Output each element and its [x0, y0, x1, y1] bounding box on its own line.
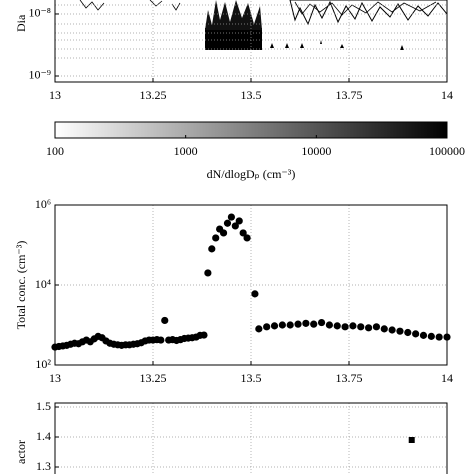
colorbar	[54, 121, 448, 139]
marker	[325, 321, 333, 329]
marker	[341, 323, 349, 331]
x-tick-label: 13.5	[241, 88, 262, 102]
marker	[302, 319, 310, 327]
marker	[408, 437, 415, 443]
x-tick-label: 100000	[429, 144, 465, 158]
marker	[396, 327, 404, 335]
marker	[243, 234, 251, 242]
marker	[219, 229, 228, 237]
marker	[349, 322, 357, 330]
x-tick-label: 13.75	[336, 88, 363, 102]
marker	[372, 323, 381, 331]
y-axis-label: actor	[14, 440, 28, 464]
marker	[270, 322, 279, 330]
y-tick-label: 10²	[35, 357, 51, 371]
marker	[235, 217, 243, 225]
marker	[255, 325, 263, 333]
marker	[263, 323, 271, 331]
marker	[412, 330, 420, 338]
marker	[157, 336, 165, 344]
marker	[286, 321, 294, 329]
x-tick-label: 1000	[174, 144, 198, 158]
marker	[231, 222, 239, 230]
x-tick-label: 13.75	[336, 371, 363, 385]
x-tick-label: 13.25	[140, 88, 167, 102]
colorbar-label: dN/dlogDₚ (cm⁻³)	[207, 167, 296, 181]
y-tick-label: 1.5	[36, 399, 51, 413]
axes-frame	[54, 204, 448, 366]
axes-frame	[54, 402, 448, 474]
x-tick-label: 10000	[301, 144, 331, 158]
marker	[223, 219, 232, 227]
marker	[310, 320, 318, 328]
marker	[294, 320, 302, 328]
marker	[212, 234, 220, 242]
y-axis-label: Total conc. (cm⁻³)	[14, 241, 28, 330]
marker	[365, 324, 373, 332]
y-axis-label: Dia	[14, 14, 28, 32]
marker	[443, 333, 451, 341]
x-tick-label: 14	[441, 88, 453, 102]
marker	[404, 328, 412, 337]
marker	[435, 333, 443, 341]
x-tick-label: 13.25	[140, 371, 167, 385]
marker	[388, 326, 396, 334]
y-tick-label: 10⁻⁹	[28, 68, 51, 82]
y-tick-label: 10⁴	[35, 277, 51, 291]
x-tick-label: 14	[441, 371, 453, 385]
marker	[427, 332, 435, 340]
marker	[251, 290, 259, 298]
y-tick-label: 1.3	[36, 459, 51, 473]
marker	[208, 245, 216, 253]
y-tick-label: 10⁻⁸	[28, 6, 51, 20]
marker	[200, 331, 208, 339]
x-tick-label: 13.5	[241, 371, 262, 385]
x-tick-label: 100	[46, 144, 64, 158]
marker	[380, 325, 388, 333]
y-tick-label: 10⁶	[35, 197, 51, 211]
axes-frame	[54, 0, 448, 83]
marker	[161, 316, 169, 325]
marker	[357, 323, 365, 331]
marker	[333, 322, 341, 330]
marker	[239, 229, 247, 237]
x-tick-label: 13	[49, 371, 61, 385]
marker	[317, 318, 326, 327]
marker	[278, 321, 286, 329]
y-tick-label: 1.4	[36, 429, 51, 443]
x-tick-label: 13	[49, 88, 61, 102]
marker	[227, 213, 235, 221]
marker	[204, 269, 212, 277]
marker	[419, 331, 428, 339]
